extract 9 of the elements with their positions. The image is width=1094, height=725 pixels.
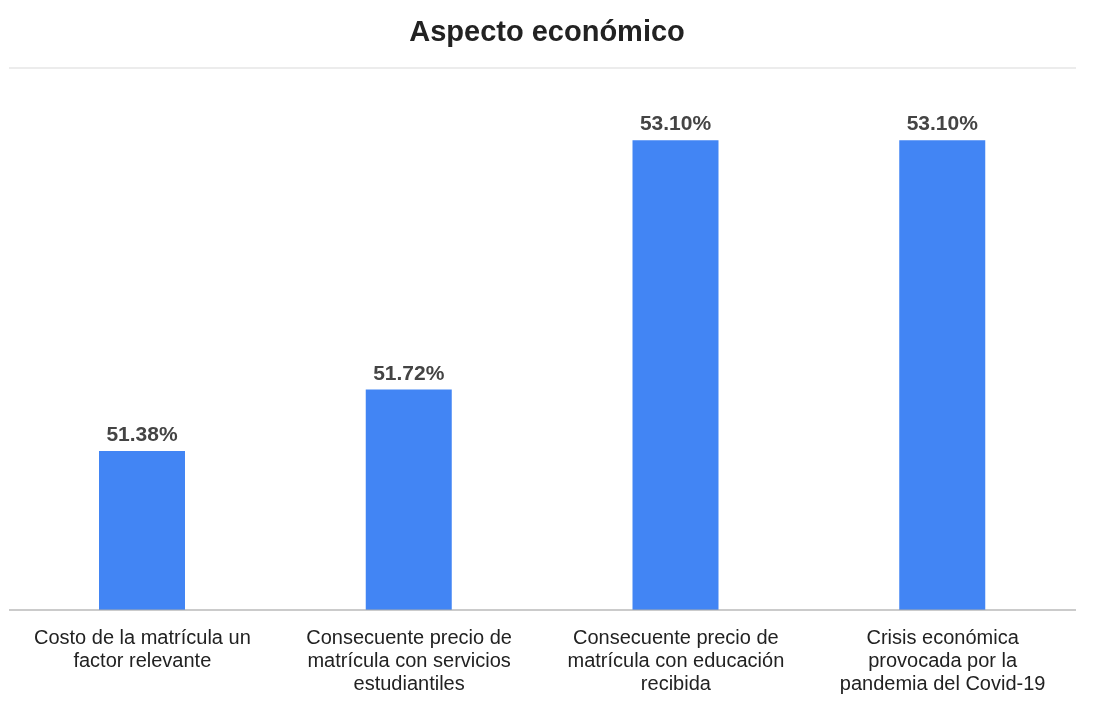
data-label: 51.38%: [106, 422, 178, 446]
data-label: 53.10%: [639, 111, 712, 135]
data-label: 51.72%: [373, 360, 445, 384]
x-tick-label: Consecuente precio de matrícula con educación recibida: [567, 626, 785, 694]
data-label: 53.10%: [906, 111, 979, 135]
x-tick-label: Costo de la matrícula un factor relevante: [33, 626, 251, 671]
x-tick-label: Consecuente precio de matrícula con servicios estudiantiles: [306, 626, 512, 694]
chart-title: Aspecto económico: [408, 14, 686, 49]
x-tick-label: Crisis económica provocada por la pandemia del Covid-19: [839, 626, 1046, 694]
